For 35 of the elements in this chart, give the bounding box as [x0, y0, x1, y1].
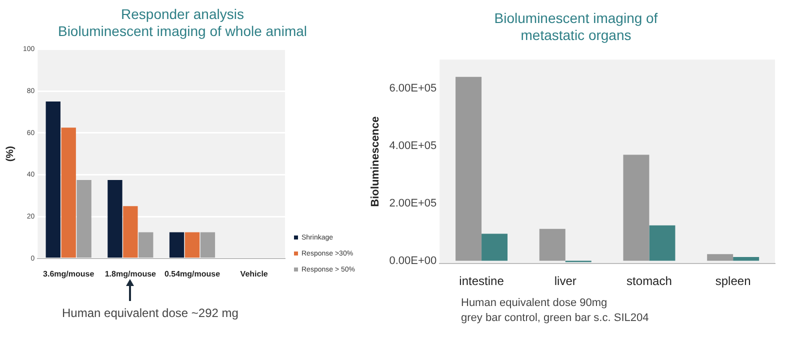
bar	[46, 102, 60, 258]
y-tick-label: 2.00E+05	[389, 197, 437, 210]
text: grey bar control, green bar s.c. SIL204	[461, 312, 649, 324]
text: Human equivalent dose 90mg	[461, 297, 608, 309]
x-tick-label: liver	[554, 274, 576, 288]
bar	[707, 254, 734, 261]
y-tick-label: 0.00E+00	[389, 254, 437, 267]
bar	[61, 128, 76, 258]
bar	[482, 234, 508, 261]
x-tick-label: 1.8mg/mouse	[104, 269, 157, 278]
x-tick-label: Vehicle	[240, 269, 268, 278]
bar	[123, 206, 138, 258]
text: Human equivalent dose ~292 mg	[62, 306, 238, 320]
y-axis-title: Bioluminescence	[370, 116, 382, 207]
bar	[733, 256, 760, 261]
bar	[649, 225, 676, 261]
bar	[169, 232, 184, 258]
bar	[108, 180, 122, 258]
y-tick-label: 4.00E+05	[389, 140, 437, 152]
y-axis-title: (%)	[4, 146, 16, 162]
bar	[184, 232, 200, 258]
chart-title: Responder analysis Bioluminescent imaging of whole animal	[56, 6, 308, 40]
bar	[76, 180, 92, 258]
chart-title: Bioluminescent imaging of metastatic organs	[493, 10, 659, 44]
x-tick-label: stomach	[626, 274, 672, 288]
bar	[138, 232, 154, 258]
bar	[456, 76, 482, 261]
x-tick-label: 3.6mg/mouse	[43, 269, 95, 278]
x-tick-label: 0.54mg/mouse	[164, 269, 221, 278]
bar	[623, 154, 650, 261]
x-tick-label: spleen	[715, 274, 751, 288]
bar	[539, 228, 566, 261]
y-tick-label: 6.00E+05	[389, 82, 437, 94]
x-tick-label: intestine	[459, 274, 504, 288]
bar	[200, 232, 216, 258]
